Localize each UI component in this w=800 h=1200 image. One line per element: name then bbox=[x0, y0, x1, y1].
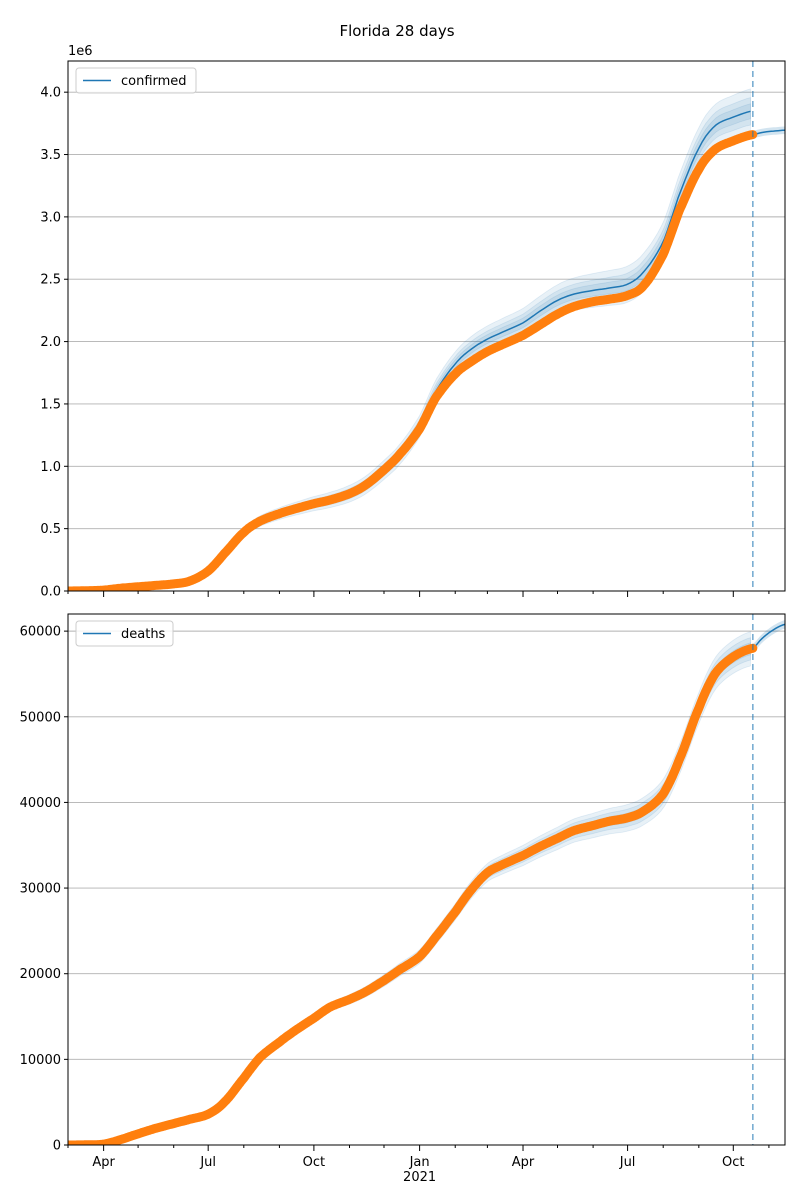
y-offset-label: 1e6 bbox=[68, 44, 93, 59]
uncertainty-band bbox=[68, 637, 751, 1145]
y-tick-label: 30000 bbox=[20, 882, 61, 897]
legend: deaths bbox=[75, 620, 174, 647]
legend-box bbox=[75, 620, 174, 647]
deaths-panel: 0 10000 20000 30000 40000 50000 60000 Apr Jul Oct… bbox=[20, 613, 786, 1185]
axes-frame bbox=[67, 60, 786, 592]
legend-box bbox=[75, 67, 197, 94]
x-tick-label: Apr bbox=[512, 1155, 535, 1170]
y-tick-label: 60000 bbox=[20, 625, 61, 640]
y-tick-label: 10000 bbox=[20, 1053, 61, 1068]
figure-title: Florida 28 days bbox=[339, 22, 454, 40]
x-tick-label: Oct bbox=[722, 1155, 744, 1170]
uncertainty-bands bbox=[68, 88, 751, 591]
y-tick-label: 1.5 bbox=[40, 397, 61, 412]
y-tick-label: 3.0 bbox=[40, 210, 61, 225]
x-tick-label: Oct bbox=[303, 1155, 325, 1170]
model-line bbox=[68, 110, 751, 591]
x-tick-label: Jul bbox=[619, 1155, 636, 1170]
observed-series bbox=[68, 643, 758, 1145]
y-tick-label: 0.0 bbox=[40, 585, 61, 600]
y-tick-label: 1.0 bbox=[40, 460, 61, 475]
uncertainty-band bbox=[68, 88, 751, 591]
model-line bbox=[68, 648, 751, 1145]
forecast-line bbox=[752, 129, 785, 136]
x-tick-label: Jul bbox=[199, 1155, 216, 1170]
x-tick-label: Jan bbox=[409, 1155, 430, 1170]
y-tick-label: 20000 bbox=[20, 967, 61, 982]
y-tick-label: 4.0 bbox=[40, 86, 61, 101]
forecast-band bbox=[752, 126, 785, 139]
axes-frame bbox=[67, 613, 786, 1146]
y-tick-label: 0.5 bbox=[40, 522, 61, 537]
confirmed-panel: 0.0 0.5 1.0 1.5 2.0 2.5 3.0 3.5 4.0 1e6 confirmed bbox=[40, 44, 786, 600]
legend-label: confirmed bbox=[121, 74, 187, 89]
uncertainty-band bbox=[68, 103, 751, 591]
forecast-band bbox=[752, 620, 785, 653]
uncertainty-band bbox=[68, 97, 751, 591]
y-tick-label: 40000 bbox=[20, 796, 61, 811]
x-tick-label: Apr bbox=[92, 1155, 115, 1170]
y-tick-label: 3.5 bbox=[40, 148, 61, 163]
y-tick-label: 2.5 bbox=[40, 273, 61, 288]
legend: confirmed bbox=[75, 67, 197, 94]
legend-label: deaths bbox=[121, 627, 166, 642]
forecast-line bbox=[752, 623, 785, 649]
observed-series bbox=[68, 130, 758, 591]
uncertainty-band bbox=[68, 642, 751, 1145]
x-year-label: 2021 bbox=[403, 1170, 436, 1185]
y-tick-label: 0 bbox=[53, 1139, 61, 1154]
y-tick-label: 2.0 bbox=[40, 335, 61, 350]
y-tick-label: 50000 bbox=[20, 710, 61, 725]
